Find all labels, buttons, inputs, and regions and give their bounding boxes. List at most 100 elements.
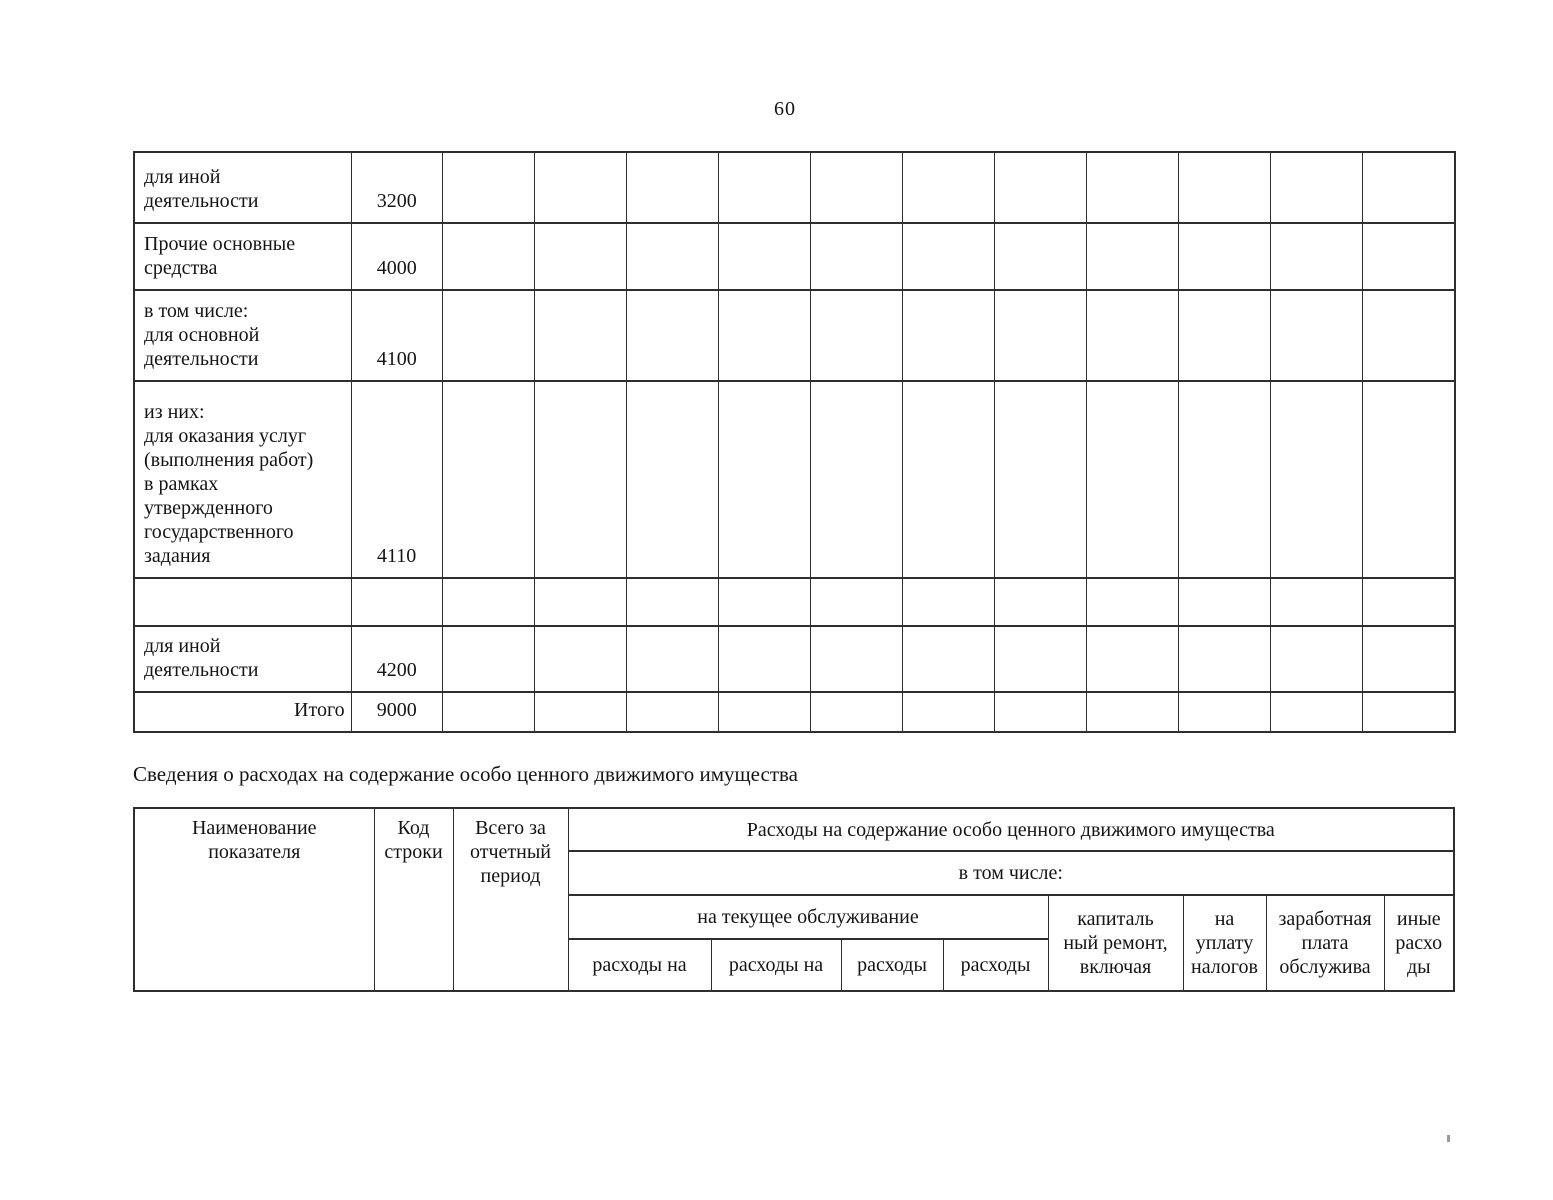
empty-data-cell <box>994 151 1088 224</box>
empty-data-cell <box>717 289 811 382</box>
col-header-name: Наименование показателя <box>133 807 375 992</box>
empty-data-cell <box>809 380 904 579</box>
col-header-taxes: на уплату налогов <box>1182 894 1267 992</box>
empty-data-cell <box>533 222 627 291</box>
empty-data-cell <box>1362 289 1456 382</box>
total-code-cell: 9000 <box>350 691 443 733</box>
group-header-including: в том числе: <box>567 850 1455 896</box>
empty-data-cell <box>1362 625 1456 693</box>
empty-data-cell <box>809 151 904 224</box>
row-code-cell: 4110 <box>350 380 443 579</box>
empty-data-cell <box>809 625 904 693</box>
row-code-cell <box>350 577 443 627</box>
row-code-cell: 3200 <box>350 151 443 224</box>
group-header-expenses: Расходы на содержание особо ценного движ… <box>567 807 1455 852</box>
empty-data-cell <box>625 691 719 733</box>
empty-data-cell <box>1086 380 1180 579</box>
empty-data-cell <box>1178 289 1272 382</box>
empty-data-cell <box>902 222 996 291</box>
empty-data-cell <box>994 289 1088 382</box>
row-label-cell <box>133 577 352 627</box>
empty-data-cell <box>902 625 996 693</box>
empty-data-cell <box>717 222 811 291</box>
empty-data-cell <box>994 380 1088 579</box>
empty-data-cell <box>533 577 627 627</box>
table-row <box>133 577 1456 627</box>
empty-data-cell <box>902 380 996 579</box>
empty-data-cell <box>625 222 719 291</box>
empty-data-cell <box>1362 380 1456 579</box>
table-row: в том числе: для основной деятельности 4… <box>133 289 1456 382</box>
empty-data-cell <box>1270 577 1364 627</box>
empty-data-cell <box>625 151 719 224</box>
row-label-cell: в том числе: для основной деятельности <box>133 289 352 382</box>
empty-data-cell <box>809 289 904 382</box>
header-row-4: расходы на расходы на расходы расходы <box>134 938 1454 992</box>
col-header-maintenance-1: расходы на <box>567 938 712 992</box>
row-label-cell: из них: для оказания услуг (выполнения р… <box>133 380 352 579</box>
empty-data-cell <box>902 691 996 733</box>
empty-data-cell <box>1086 289 1180 382</box>
empty-data-cell <box>902 151 996 224</box>
empty-data-cell <box>1270 691 1364 733</box>
empty-data-cell <box>1178 222 1272 291</box>
table-row: для иной деятельности 3200 <box>133 151 1456 224</box>
empty-data-cell <box>533 289 627 382</box>
empty-data-cell <box>1086 625 1180 693</box>
empty-data-cell <box>1270 222 1364 291</box>
empty-data-cell <box>1178 625 1272 693</box>
col-header-maintenance-4: расходы <box>942 938 1049 992</box>
empty-data-cell <box>1178 380 1272 579</box>
empty-data-cell <box>809 577 904 627</box>
header-row-1: Наименование показателя Код строки Всего… <box>133 807 1455 992</box>
empty-data-cell <box>441 222 535 291</box>
empty-data-cell <box>1362 151 1456 224</box>
empty-data-cell <box>1086 222 1180 291</box>
empty-data-cell <box>625 289 719 382</box>
empty-data-cell <box>533 625 627 693</box>
empty-data-cell <box>441 380 535 579</box>
empty-data-cell <box>809 691 904 733</box>
col-header-salary: заработная плата обслужива <box>1265 894 1385 992</box>
empty-data-cell <box>1086 577 1180 627</box>
section-heading: Сведения о расходах на содержание особо … <box>133 762 798 786</box>
empty-data-cell <box>717 380 811 579</box>
col-header-capital-repair: капиталь ный ремонт, включая <box>1047 894 1184 992</box>
header-row-2: в том числе: <box>134 850 1455 896</box>
empty-data-cell <box>533 151 627 224</box>
empty-data-cell <box>441 691 535 733</box>
table-row: из них: для оказания услуг (выполнения р… <box>133 380 1456 579</box>
empty-data-cell <box>1362 691 1456 733</box>
col-header-code: Код строки <box>373 807 454 992</box>
empty-data-cell <box>441 577 535 627</box>
empty-data-cell <box>1178 577 1272 627</box>
row-code-cell: 4200 <box>350 625 443 693</box>
empty-data-cell <box>1362 577 1456 627</box>
empty-data-cell <box>441 289 535 382</box>
expenses-table: Наименование показателя Код строки Всего… <box>133 807 1456 992</box>
empty-data-cell <box>1178 691 1272 733</box>
header-row-3: на текущее обслуживание капиталь ный рем… <box>134 894 1455 992</box>
empty-data-cell <box>625 380 719 579</box>
empty-data-cell <box>1270 625 1364 693</box>
empty-data-cell <box>717 151 811 224</box>
table-row: для иной деятельности 4200 <box>133 625 1456 693</box>
row-label-cell: для иной деятельности <box>133 151 352 224</box>
row-label-cell: для иной деятельности <box>133 625 352 693</box>
empty-data-cell <box>1178 151 1272 224</box>
row-code-cell: 4100 <box>350 289 443 382</box>
empty-data-cell <box>994 222 1088 291</box>
empty-data-cell <box>717 577 811 627</box>
fixed-assets-table: для иной деятельности 3200 Прочие основн… <box>133 151 1456 733</box>
row-code-cell: 4000 <box>350 222 443 291</box>
empty-data-cell <box>1270 289 1364 382</box>
empty-data-cell <box>1362 222 1456 291</box>
empty-data-cell <box>1086 691 1180 733</box>
empty-data-cell <box>1270 380 1364 579</box>
group-header-maintenance: на текущее обслуживание <box>567 894 1049 940</box>
empty-data-cell <box>994 577 1088 627</box>
empty-data-cell <box>994 691 1088 733</box>
empty-data-cell <box>717 691 811 733</box>
row-label-cell: Прочие основные средства <box>133 222 352 291</box>
